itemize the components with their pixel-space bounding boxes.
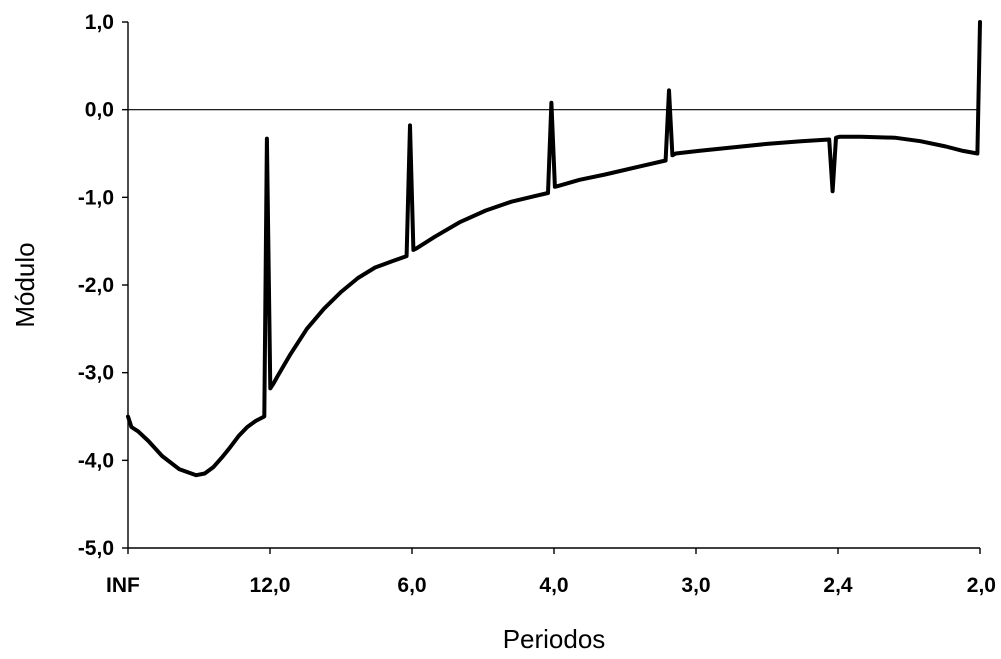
y-tick-label: -5,0 (78, 537, 114, 560)
y-tick-label: -2,0 (78, 274, 114, 297)
x-axis-title: Periodos (503, 624, 606, 654)
x-tick-label: 6,0 (397, 574, 426, 597)
y-tick-label: -1,0 (78, 186, 114, 209)
x-tick-label: 3,0 (681, 574, 710, 597)
y-tick-label: -4,0 (78, 449, 114, 472)
x-tick-label: 12,0 (250, 574, 291, 597)
x-tick-label: 2,4 (823, 574, 853, 597)
y-tick-label: 1,0 (85, 11, 114, 34)
series-line (126, 20, 982, 478)
y-axis-title: Módulo (10, 242, 40, 327)
y-tick-label: 0,0 (85, 99, 114, 122)
x-tick-label: 4,0 (539, 574, 568, 597)
y-tick-label: -3,0 (78, 362, 114, 385)
x-tick-label: 2,0 (967, 574, 996, 597)
x-tick-label: INF (106, 574, 140, 597)
